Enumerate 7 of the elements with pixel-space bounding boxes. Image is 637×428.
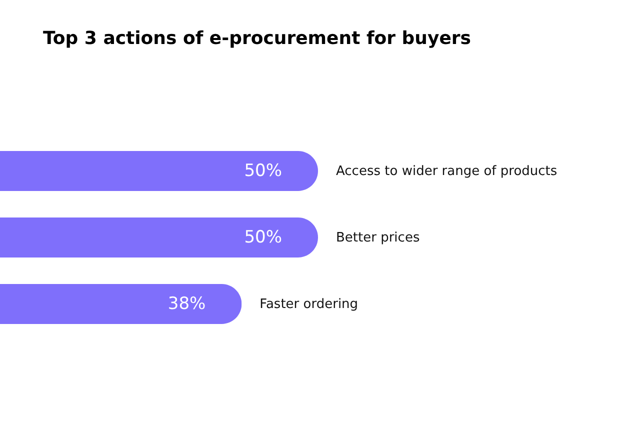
y-tick-label: Faster ordering — [260, 297, 358, 312]
data-label: 50% — [244, 161, 282, 181]
data-label: 50% — [244, 228, 282, 248]
chart-title: Top 3 actions of e-procurement for buyers — [43, 28, 472, 49]
y-tick-label: Access to wider range of products — [336, 164, 558, 179]
y-tick-label: Better prices — [336, 230, 420, 246]
data-label: 38% — [168, 294, 206, 314]
